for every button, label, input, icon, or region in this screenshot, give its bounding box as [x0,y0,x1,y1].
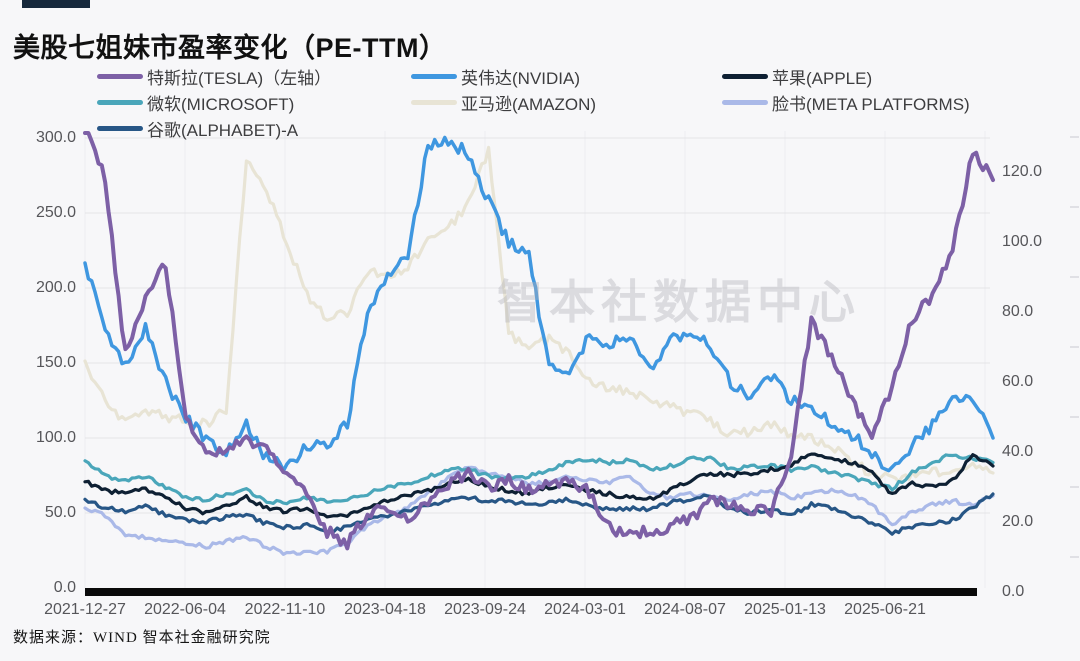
x-axis-tick-label: 2025-01-13 [744,601,826,618]
x-axis-tick-label: 2021-12-27 [44,601,126,618]
x-axis-tick-label: 2024-08-07 [644,601,726,618]
left-axis-tick-label: 250.0 [35,204,76,221]
series-line-0 [83,131,995,551]
legend-swatch-icon [411,100,457,105]
legend-swatch-icon [722,100,768,105]
data-source-note: 数据来源：WIND 智本社金融研究院 [13,630,271,646]
left-axis-tick-label: 200.0 [35,279,76,296]
x-axis-tick-label: 2025-06-21 [844,601,926,618]
right-axis-tick-label: 60.0 [1002,373,1034,390]
legend-item-3: 微软(MICROSOFT) [97,90,294,115]
page-title: 美股七姐妹市盈率变化（PE-TTM） [13,33,447,63]
left-axis-tick-label: 0.0 [53,579,76,596]
legend-label: 亚马逊(AMAZON) [461,95,597,114]
right-axis-tick-label: 40.0 [1002,443,1034,460]
brand-logo-bar [22,0,90,8]
series-line-6 [83,492,995,536]
legend-label: 微软(MICROSOFT) [147,95,295,114]
x-axis-tick-label: 2022-06-04 [144,601,226,618]
legend-label: 苹果(APPLE) [772,69,873,88]
legend-swatch-icon [97,126,143,131]
left-axis-tick-label: 50.0 [44,504,76,521]
series-line-1 [83,135,995,473]
series-line-5 [83,465,995,557]
legend-item-4: 亚马逊(AMAZON) [411,90,596,115]
legend-swatch-icon [722,74,768,79]
legend-swatch-icon [97,74,143,79]
legend-swatch-icon [411,74,457,79]
right-axis-tick-label: 80.0 [1002,303,1034,320]
x-axis-line [85,588,977,596]
legend-label: 脸书(META PLATFORMS) [772,95,970,114]
right-axis-tick-label: 20.0 [1002,513,1034,530]
legend-item-1: 英伟达(NVIDIA) [411,64,580,89]
legend-item-2: 苹果(APPLE) [722,64,872,89]
series-line-4 [83,145,995,484]
x-axis-tick-label: 2023-09-24 [444,601,526,618]
legend-label: 特斯拉(TESLA)（左轴） [147,69,332,88]
x-axis-tick-label: 2023-04-18 [344,601,426,618]
x-axis-tick-label: 2022-11-10 [244,601,326,618]
legend-item-0: 特斯拉(TESLA)（左轴） [97,64,331,89]
legend-label: 英伟达(NVIDIA) [461,69,580,88]
legend-item-5: 脸书(META PLATFORMS) [722,90,970,115]
left-axis-tick-label: 300.0 [35,129,76,146]
series-line-3 [83,453,995,506]
legend-item-6: 谷歌(ALPHABET)-A [97,116,298,141]
right-axis-tick-label: 100.0 [1002,233,1043,250]
left-axis-tick-label: 150.0 [35,354,76,371]
right-axis-tick-label: 120.0 [1002,163,1043,180]
legend-label: 谷歌(ALPHABET)-A [147,121,299,140]
x-axis-tick-label: 2024-03-01 [544,601,626,618]
legend-swatch-icon [97,100,143,105]
right-axis-tick-label: 0.0 [1002,583,1025,600]
left-axis-tick-label: 100.0 [35,429,76,446]
